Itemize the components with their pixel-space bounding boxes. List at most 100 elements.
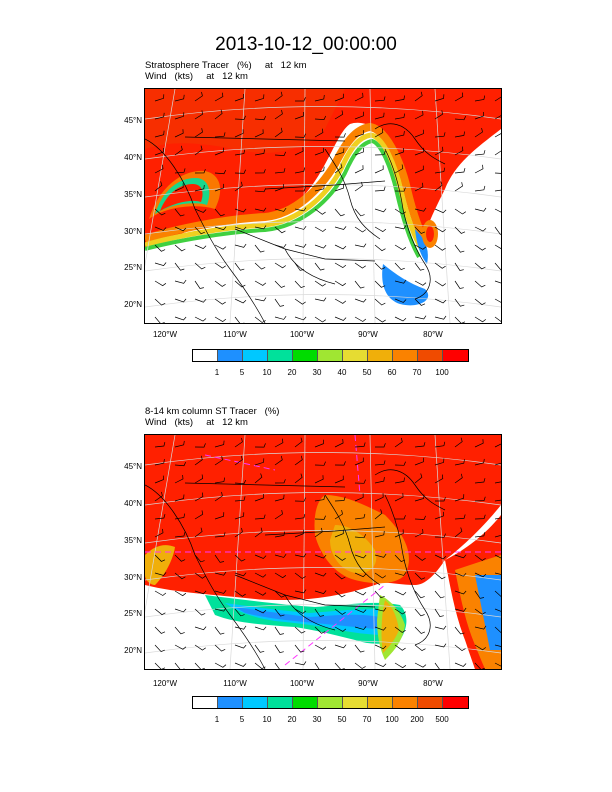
wind-barb (354, 608, 367, 613)
wind-barb (474, 207, 487, 212)
wind-barb (334, 438, 344, 448)
wind-barb (494, 244, 501, 249)
wind-barb (434, 94, 445, 102)
wind-barb (314, 262, 325, 271)
wind-barb (374, 186, 386, 192)
colorbar-swatch (218, 350, 243, 361)
wind-barb (374, 316, 386, 323)
wind-barb (174, 513, 186, 520)
wind-barb (454, 208, 467, 215)
wind-barb (214, 244, 227, 250)
wind-barb (274, 127, 283, 138)
wind-barb (174, 494, 185, 502)
wind-barb (494, 96, 501, 102)
wind-barb (374, 572, 387, 579)
wind-barb (274, 280, 286, 288)
wind-barb (394, 113, 406, 120)
wind-barb (274, 455, 283, 466)
wind-barb (174, 461, 187, 467)
wind-barb (414, 226, 426, 234)
wind-barb (334, 496, 346, 502)
colorbar-label: 60 (387, 368, 397, 377)
colorbar-swatch (318, 350, 343, 361)
wind-barb (214, 132, 226, 138)
wind-barb (334, 572, 346, 580)
wind-barb (254, 149, 265, 156)
wind-barb (194, 644, 206, 651)
wind-barb (314, 439, 324, 448)
wind-barb (354, 644, 365, 653)
wind-barb (294, 513, 306, 520)
wind-barb (394, 131, 405, 138)
wind-barb (174, 474, 184, 484)
wind-barb (474, 150, 486, 156)
wind-barb (154, 112, 165, 120)
wind-barb (234, 625, 247, 630)
wind-barb (254, 169, 266, 174)
lon-label: 100°W (289, 330, 315, 339)
wind-barb (254, 280, 267, 286)
wind-barb (254, 554, 267, 559)
wind-barb (354, 165, 364, 174)
colorbar-swatch (443, 697, 468, 708)
wind-barb (434, 226, 447, 233)
wind-barb (394, 626, 406, 633)
wind-barb (174, 94, 185, 102)
wind-barb (354, 208, 365, 217)
wind-barb (274, 298, 285, 307)
wind-barb (274, 572, 287, 579)
wind-barb (334, 590, 346, 598)
lat-label: 25°N (124, 609, 142, 618)
wind-barb (214, 644, 226, 652)
colorbar-swatch (418, 350, 443, 361)
wind-barb (434, 590, 445, 599)
wind-barb (454, 459, 465, 466)
wind-barb (214, 226, 227, 231)
wind-barb (454, 298, 465, 307)
wind-barb (214, 662, 227, 668)
wind-barb (174, 316, 187, 321)
wind-barb (454, 572, 467, 577)
wind-barb (414, 280, 427, 286)
wind-barb (294, 280, 305, 289)
colorbar-label: 50 (337, 715, 347, 724)
wind-barb (354, 147, 364, 156)
lat-label: 30°N (124, 227, 142, 236)
wind-barb (314, 662, 320, 669)
wind-barb (254, 115, 267, 121)
wind-barb (254, 262, 266, 270)
wind-barb (314, 297, 327, 302)
wind-barb (394, 554, 406, 563)
wind-barb (454, 131, 465, 138)
wind-barb (494, 133, 501, 138)
wind-barb (354, 92, 364, 102)
wind-barb (454, 590, 467, 595)
wind-barb (194, 262, 206, 270)
wind-barb (234, 644, 247, 649)
wind-barb (354, 442, 366, 448)
colorbar-swatch (193, 697, 218, 708)
wind-barb (454, 262, 464, 271)
panel2-subtitle-line1: 8-14 km column ST Tracer (%) (145, 406, 280, 417)
wind-barb (174, 662, 185, 669)
wind-barb (454, 116, 467, 121)
wind-barb (314, 280, 326, 287)
wind-barb (334, 298, 347, 304)
wind-barb (375, 443, 386, 448)
wind-barb (354, 298, 367, 303)
wind-barb (294, 225, 307, 230)
wind-barb (174, 112, 185, 120)
wind-barb (154, 147, 164, 156)
wind-barb (174, 298, 187, 303)
wind-barb (234, 169, 246, 174)
wind-barb (434, 181, 443, 192)
colorbar-label: 40 (337, 368, 347, 377)
wind-barb (174, 572, 186, 580)
panel1-subtitle-line2: Wind (kts) at 12 km (145, 71, 248, 82)
wind-barb (414, 515, 426, 520)
wind-barb (294, 437, 303, 448)
wind-barb (294, 644, 305, 653)
wind-barb (314, 572, 327, 577)
wind-barb (214, 491, 223, 502)
wind-barb (354, 243, 367, 248)
